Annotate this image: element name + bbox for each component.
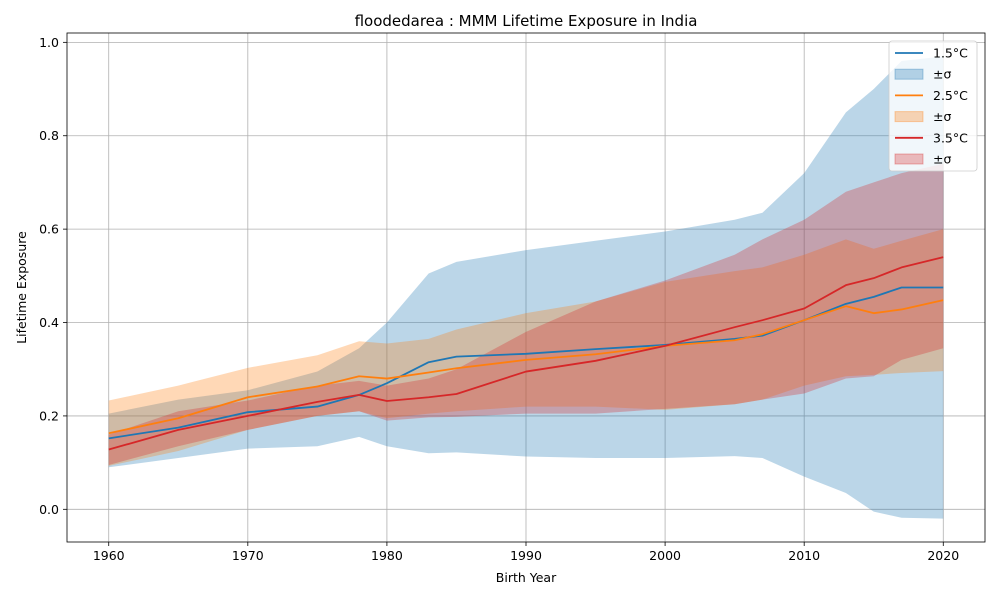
x-tick-label: 1990 — [510, 548, 542, 563]
x-tick-label: 1960 — [93, 548, 125, 563]
legend-band-35c — [894, 153, 924, 165]
y-tick-label: 0.2 — [39, 408, 59, 423]
legend: 1.5°C ±σ 2.5°C ±σ 3.5°C ±σ — [888, 40, 978, 172]
legend-band-label-15c: ±σ — [933, 67, 951, 82]
x-tick-label: 1970 — [232, 548, 264, 563]
y-tick-label: 0.0 — [39, 502, 59, 517]
band-35c — [108, 163, 944, 465]
legend-label-35c: 3.5°C — [933, 130, 968, 145]
x-tick-label: 1980 — [371, 548, 403, 563]
x-tick-label: 2000 — [649, 548, 681, 563]
legend-label-15c: 1.5°C — [933, 46, 968, 61]
axis-ticks: 1960 1970 1980 1990 2000 2010 2020 0.0 0.2 0.4 0.6… — [39, 35, 959, 563]
legend-band-25c — [894, 111, 924, 123]
y-tick-label: 0.4 — [39, 315, 59, 330]
series-lines — [108, 256, 944, 451]
legend-band-label-25c: ±σ — [933, 109, 951, 124]
line-15c — [108, 286, 944, 440]
legend-band-15c — [894, 68, 924, 80]
grid — [67, 33, 985, 542]
legend-band-label-35c: ±σ — [933, 152, 951, 167]
band-15c — [108, 56, 944, 519]
line-35c — [108, 256, 944, 451]
line-25c — [108, 299, 944, 435]
chart-title: floodedarea : MMM Lifetime Exposure in I… — [355, 12, 698, 30]
y-axis-title: Lifetime Exposure — [14, 231, 29, 344]
y-tick-label: 0.6 — [39, 222, 59, 237]
legend-label-25c: 2.5°C — [933, 88, 968, 103]
y-tick-label: 1.0 — [39, 35, 59, 50]
y-tick-label: 0.8 — [39, 128, 59, 143]
x-tick-label: 2010 — [788, 548, 820, 563]
x-tick-label: 2020 — [927, 548, 959, 563]
x-axis-title: Birth Year — [496, 570, 557, 585]
